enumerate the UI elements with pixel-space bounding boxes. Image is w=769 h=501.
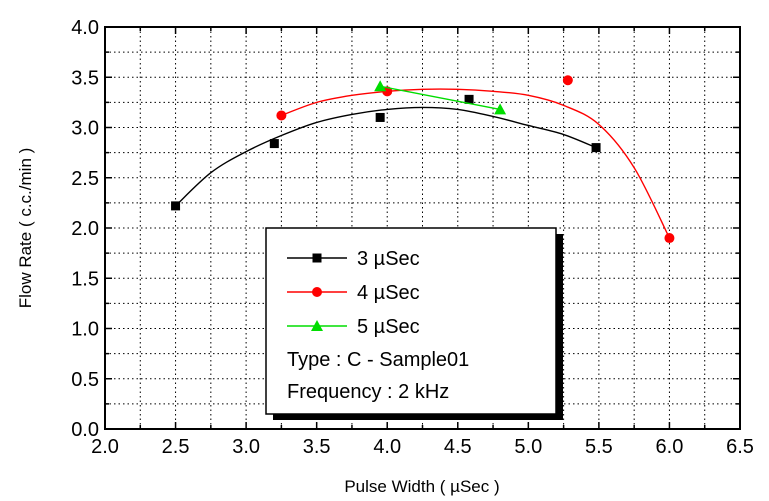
- data-point: [276, 110, 287, 121]
- legend-marker: [311, 320, 323, 331]
- y-tick-labels: 0.0 0.5 1.0 1.5 2.0 2.5 3.0 3.5 4.0: [71, 17, 99, 441]
- series-1: [171, 94, 601, 211]
- y-tick-label: 3.0: [71, 118, 99, 140]
- series-line: [380, 85, 501, 111]
- annotation-frequency: Frequency : 2 kHz: [287, 381, 449, 403]
- y-tick-label: 1.5: [71, 268, 99, 290]
- legend-marker: [312, 253, 322, 263]
- x-tick-label: 2.0: [91, 436, 119, 458]
- legend-label: 4 µSec: [357, 282, 420, 304]
- legend-entry: 5 µSec: [287, 316, 420, 338]
- x-tick-label: 3.0: [232, 436, 260, 458]
- legend-entries: 3 µSec 4 µSec 5 µSec: [287, 248, 420, 338]
- x-tick-label: 5.5: [585, 436, 613, 458]
- axis-ticks: [104, 26, 741, 430]
- legend-marker: [312, 287, 322, 297]
- y-tick-label: 2.0: [71, 218, 99, 240]
- data-point: [664, 233, 675, 244]
- x-tick-label: 4.0: [373, 436, 401, 458]
- x-tick-label: 4.5: [444, 436, 472, 458]
- legend-entry: 4 µSec: [287, 282, 420, 304]
- data-point: [171, 201, 181, 211]
- x-tick-label: 3.5: [303, 436, 331, 458]
- y-tick-label: 2.5: [71, 168, 99, 190]
- y-tick-label: 1.0: [71, 319, 99, 341]
- data-point: [562, 75, 573, 86]
- y-tick-label: 0.0: [71, 419, 99, 441]
- data-point: [591, 143, 601, 153]
- y-tick-label: 4.0: [71, 17, 99, 39]
- data-point: [269, 139, 279, 149]
- legend: 3 µSec 4 µSec 5 µSec Type : C - Sample01 F…: [265, 227, 563, 420]
- x-tick-label: 6.0: [656, 436, 684, 458]
- x-tick-label: 2.5: [162, 436, 190, 458]
- x-tick-labels: 2.0 2.5 3.0 3.5 4.0 4.5 5.0 5.5 6.0 6.5: [91, 436, 754, 458]
- y-tick-label: 0.5: [71, 369, 99, 391]
- y-tick-label: 3.5: [71, 67, 99, 89]
- series-line: [281, 88, 671, 239]
- data-point: [464, 94, 474, 104]
- series-2: [276, 75, 675, 244]
- legend-label: 3 µSec: [357, 248, 420, 270]
- series-3: [374, 80, 507, 115]
- x-axis-title: Pulse Width ( µSec ): [344, 477, 499, 496]
- data-point: [374, 80, 387, 92]
- y-axis-title: Flow Rate ( c.c./min ): [16, 148, 35, 309]
- legend-label: 5 µSec: [357, 316, 420, 338]
- data-point: [494, 103, 507, 115]
- data-point: [375, 112, 385, 122]
- series-line: [175, 106, 597, 207]
- annotation-type: Type : C - Sample01: [287, 349, 469, 371]
- x-tick-label: 6.5: [726, 436, 754, 458]
- series-layer: [171, 75, 675, 244]
- legend-entry: 3 µSec: [287, 248, 420, 270]
- x-tick-label: 5.0: [514, 436, 542, 458]
